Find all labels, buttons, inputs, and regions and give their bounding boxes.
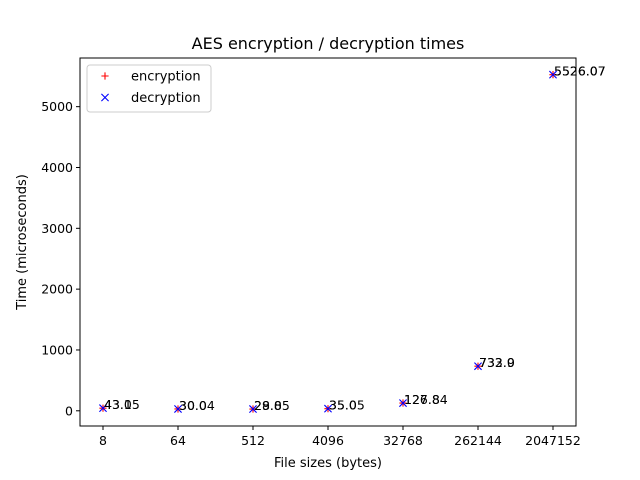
y-tick-label: 2000 (41, 282, 73, 297)
encryption-data-label: 43.0 (104, 397, 132, 412)
encryption-data-label: 127.8 (404, 392, 440, 407)
decryption-point (474, 362, 482, 371)
decryption-data-label: 30.04 (179, 398, 215, 413)
x-tick-label: 32768 (383, 433, 423, 448)
y-tick-label: 4000 (41, 160, 73, 175)
legend-box (86, 64, 212, 113)
y-tick-label: 5000 (41, 99, 73, 114)
decryption-data-label: 43.15 (104, 397, 140, 412)
y-tick-label: 1000 (41, 342, 73, 357)
x-axis-label: File sizes (bytes) (274, 456, 382, 471)
x-tick-label: 8 (99, 433, 107, 448)
encryption-data-label: 35.0 (329, 398, 357, 413)
legend: encryption decryption (86, 64, 212, 113)
decryption-point (99, 404, 107, 413)
chart-title: AES encryption / decryption times (192, 34, 465, 53)
encryption-data-label: 5526.07 (554, 64, 606, 79)
y-tick-label: 3000 (41, 221, 73, 236)
decryption-point (324, 404, 332, 413)
x-tick-label: 64 (170, 433, 186, 448)
x-tick-label: 512 (241, 433, 265, 448)
decryption-data-label: 5526.07 (554, 64, 606, 79)
decryption-point (249, 405, 257, 414)
encryption-data-label: 30.0 (179, 398, 207, 413)
plot-frame (79, 57, 577, 427)
x-tick-label: 262144 (454, 433, 502, 448)
decryption-data-label: 126.84 (404, 392, 448, 407)
legend-label-encryption: encryption (131, 70, 201, 85)
x-tick-label: 4096 (312, 433, 344, 448)
decryption-data-label: 35.05 (329, 398, 365, 413)
y-tick-label: 0 (65, 403, 73, 418)
decryption-point (174, 404, 182, 413)
legend-marker-encryption (101, 72, 109, 80)
decryption-data-label: 733.0 (479, 355, 515, 370)
decryption-data-label: 28.85 (254, 398, 290, 413)
decryption-point (399, 399, 407, 408)
encryption-data-label: 29.0 (254, 398, 282, 413)
decryption-point (549, 70, 557, 79)
plot-area: 8 64 512 4096 32768 262144 2047152 0 1000 2000 300… (41, 64, 606, 448)
legend-label-decryption: decryption (131, 91, 201, 106)
encryption-data-label: 732.9 (479, 355, 515, 370)
x-tick-label: 2047152 (525, 433, 581, 448)
y-axis-label: Time (microseconds) (15, 174, 30, 311)
legend-marker-decryption (101, 93, 109, 102)
